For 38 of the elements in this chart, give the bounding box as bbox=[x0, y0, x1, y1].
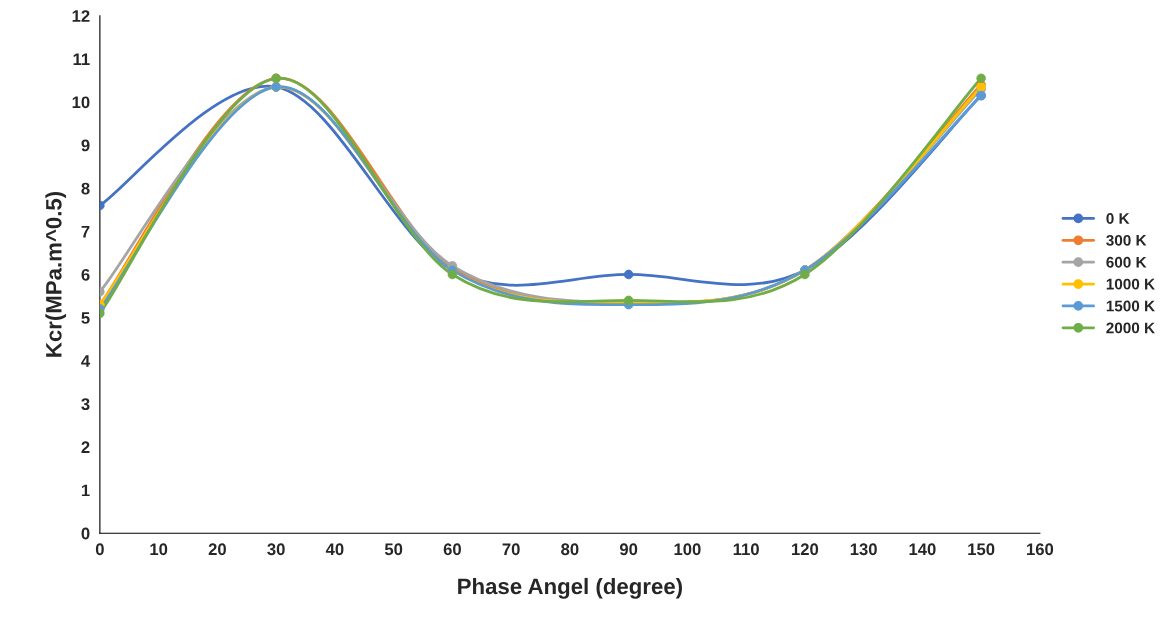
x-tick-label: 70 bbox=[502, 543, 520, 556]
y-axis-title: Kcr(MPa.m^0.5) bbox=[45, 191, 67, 357]
x-tick-label: 0 bbox=[95, 543, 104, 556]
x-tick-label: 30 bbox=[267, 543, 285, 556]
y-tick-label: 7 bbox=[81, 225, 90, 238]
x-tick-label: 60 bbox=[443, 543, 461, 556]
y-tick-label: 6 bbox=[81, 268, 90, 281]
y-tick-label: 4 bbox=[81, 355, 91, 367]
x-tick-label: 160 bbox=[1027, 543, 1054, 556]
x-tick-label: 120 bbox=[792, 543, 819, 556]
legend-label: 2000 K bbox=[1106, 322, 1155, 334]
legend-label: 300 K bbox=[1106, 234, 1147, 246]
x-tick-label: 100 bbox=[674, 543, 701, 556]
x-tick-label: 20 bbox=[208, 543, 226, 556]
y-tick-label: 9 bbox=[81, 139, 90, 152]
legend-label: 0 K bbox=[1106, 213, 1130, 224]
y-tick-label: 5 bbox=[81, 312, 90, 324]
x-tick-label: 140 bbox=[909, 543, 936, 556]
x-tick-label: 110 bbox=[733, 543, 759, 556]
x-tick-label: 150 bbox=[968, 543, 995, 556]
x-tick-label: 90 bbox=[619, 543, 638, 556]
y-tick-label: 11 bbox=[73, 53, 90, 65]
x-tick-label: 10 bbox=[150, 543, 168, 556]
x-axis-title: Phase Angel (degree) bbox=[458, 577, 682, 599]
legend-label: 1000 K bbox=[1106, 278, 1155, 290]
y-tick-label: 3 bbox=[81, 398, 90, 411]
y-tick-label: 8 bbox=[81, 182, 90, 195]
x-tick-label: 50 bbox=[384, 543, 403, 556]
x-tick-label: 130 bbox=[850, 543, 877, 556]
y-tick-label: 0 bbox=[81, 527, 90, 540]
x-tick-label: 40 bbox=[325, 543, 344, 556]
legend-label: 600 K bbox=[1106, 256, 1147, 268]
y-tick-label: 10 bbox=[72, 96, 90, 109]
legend-label: 1500 K bbox=[1106, 300, 1155, 312]
x-tick-label: 80 bbox=[561, 543, 579, 556]
y-tick-label: 2 bbox=[81, 441, 90, 453]
y-tick-label: 1 bbox=[81, 484, 90, 497]
y-tick-label: 12 bbox=[72, 10, 90, 22]
